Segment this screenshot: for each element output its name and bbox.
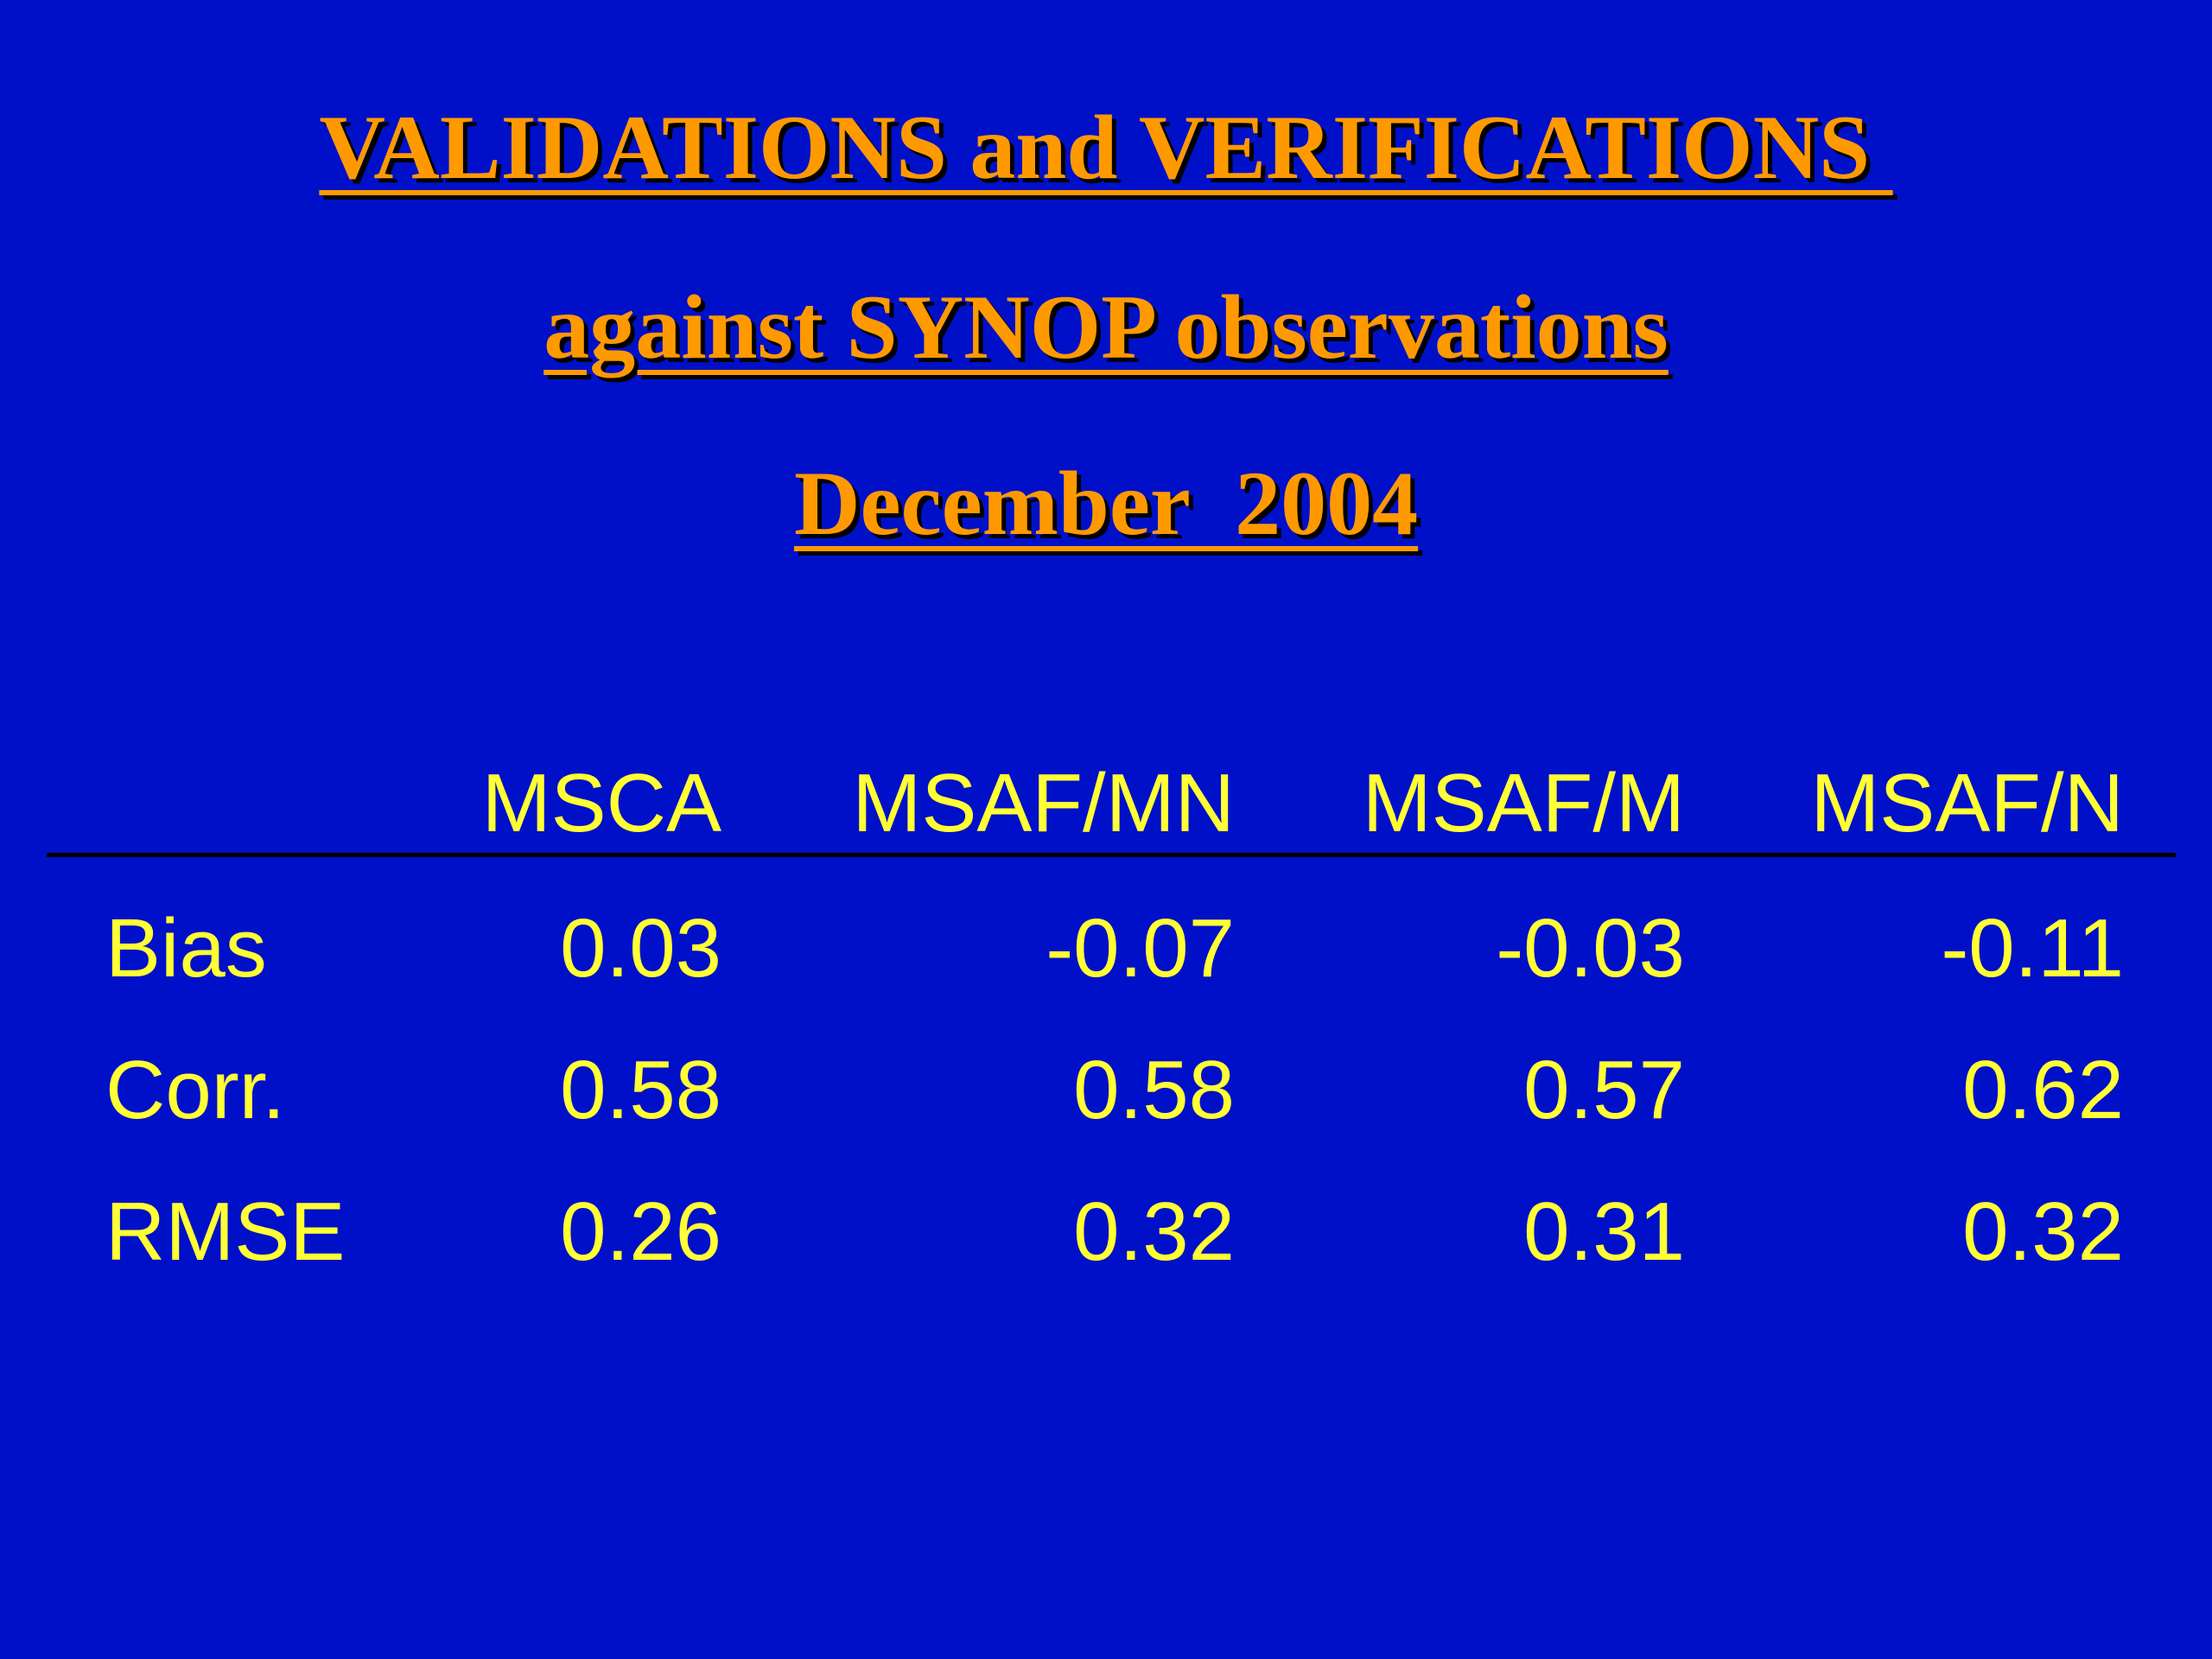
table-cell: -0.07 <box>1046 902 1235 995</box>
table-cell: 0.57 <box>1523 1044 1685 1136</box>
column-header-msca: MSCA <box>481 757 721 849</box>
column-header-msaf-m: MSAF/M <box>1362 757 1685 849</box>
table-cell: 0.58 <box>560 1044 721 1136</box>
slide-title-line-3: December 2004 <box>793 453 1419 554</box>
header-divider <box>47 853 2176 857</box>
column-header-msaf-n: MSAF/N <box>1810 757 2124 849</box>
table-cell: 0.58 <box>1073 1044 1235 1136</box>
table-cell: -0.11 <box>1941 902 2124 995</box>
row-label-bias: Bias <box>105 902 267 995</box>
table-cell: 0.03 <box>560 902 721 995</box>
row-label-corr: Corr. <box>105 1044 286 1136</box>
table-cell: 0.31 <box>1523 1185 1685 1278</box>
table-cell: 0.62 <box>1962 1044 2124 1136</box>
slide-title-line-2: against SYNOP observations <box>543 276 1669 378</box>
column-header-msaf-mn: MSAF/MN <box>852 757 1235 849</box>
table-cell: 0.32 <box>1073 1185 1235 1278</box>
table-cell: 0.26 <box>560 1185 721 1278</box>
table-cell: -0.03 <box>1496 902 1685 995</box>
row-label-rmse: RMSE <box>105 1185 346 1278</box>
table-cell: 0.32 <box>1962 1185 2124 1278</box>
slide-title-line-1: VALIDATIONS and VERIFICATIONS <box>319 97 1893 198</box>
